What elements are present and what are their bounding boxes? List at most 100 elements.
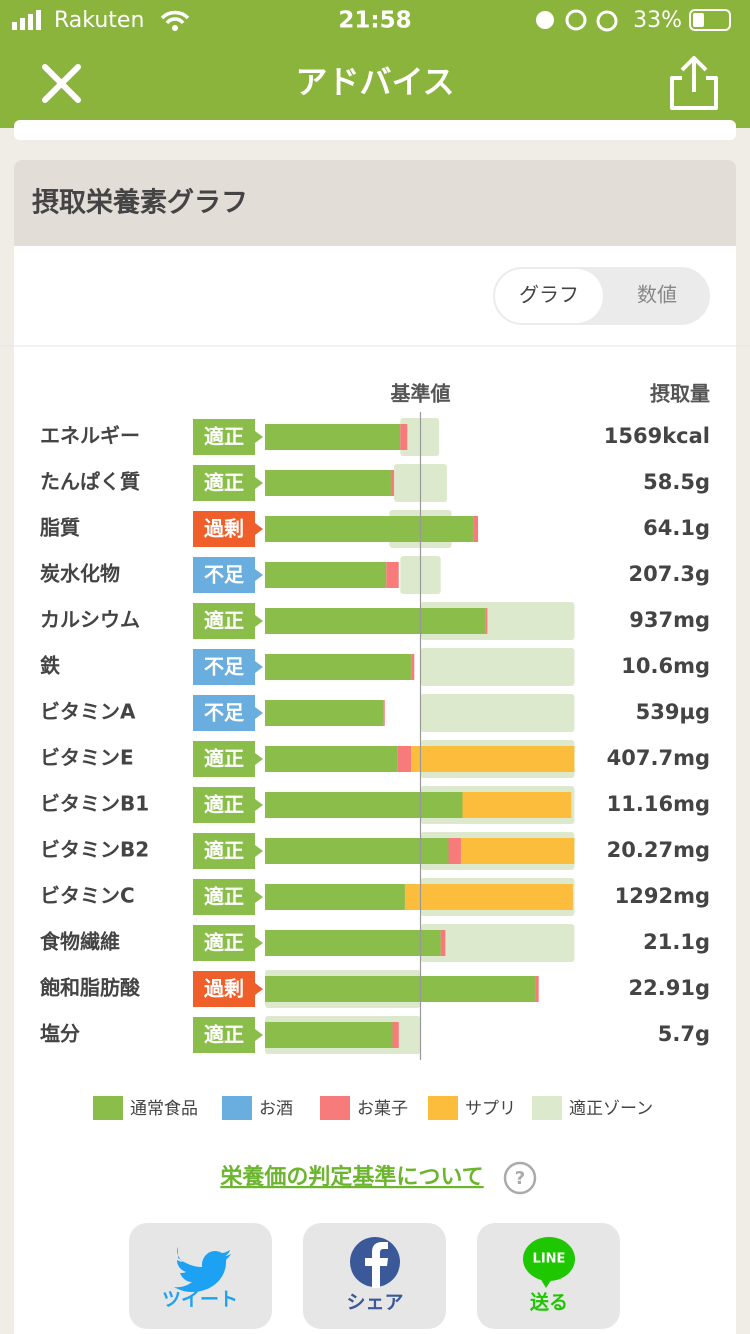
status-badge	[193, 741, 263, 777]
intake-segment	[265, 470, 391, 496]
intake-segment	[265, 562, 387, 588]
intake-segment	[473, 516, 479, 542]
time: 21:58	[338, 8, 411, 34]
intake-segment	[535, 976, 539, 1002]
intake-value: 1569kcal	[604, 424, 710, 448]
facebook-f	[365, 1242, 388, 1288]
tab-number[interactable]: 数値	[637, 283, 677, 307]
intake-value: 10.6mg	[621, 654, 710, 678]
legend-label: お菓子	[357, 1099, 408, 1119]
intake-segment	[265, 930, 441, 956]
appropriate-zone	[400, 418, 440, 456]
twitter-icon	[174, 1247, 231, 1292]
intake-value: 58.5g	[643, 470, 710, 494]
legend-swatch	[532, 1096, 562, 1120]
share-button[interactable]	[670, 56, 718, 110]
status-label: 適正	[204, 609, 244, 633]
status-badge	[193, 465, 263, 501]
status-badge	[193, 557, 263, 593]
legend-label: 通常食品	[130, 1099, 198, 1119]
status-badge	[193, 419, 263, 455]
close-button[interactable]	[42, 64, 81, 103]
status-label: 適正	[204, 425, 244, 449]
status-label: 不足	[204, 563, 245, 587]
status-badge	[193, 879, 263, 915]
intake-segment	[390, 470, 395, 496]
intake-segment	[397, 746, 412, 772]
legend-swatch	[320, 1096, 350, 1120]
battery-text: 33%	[633, 8, 682, 33]
status-label: 適正	[204, 839, 244, 863]
status-badge	[193, 1017, 263, 1053]
legend-label: 適正ゾーン	[569, 1099, 653, 1119]
status-badge	[193, 695, 263, 731]
intake-segment	[485, 608, 488, 634]
intake-value: 407.7mg	[607, 746, 710, 770]
nutrient-label: ビタミンE	[40, 746, 134, 770]
intake-segment	[265, 516, 474, 542]
tab-active[interactable]	[495, 269, 603, 323]
legend-swatch	[93, 1096, 123, 1120]
alarm-icon	[596, 10, 618, 32]
intake-value: 22.91g	[629, 976, 710, 1000]
line-icon-text: LINE	[533, 1252, 566, 1267]
status-label: 不足	[204, 655, 245, 679]
intake-value: 21.1g	[643, 930, 710, 954]
intake-segment	[265, 838, 449, 864]
legend-label: サプリ	[465, 1099, 516, 1119]
intake-segment	[265, 424, 401, 450]
intake-segment	[411, 654, 415, 680]
nutrient-label: ビタミンB2	[40, 838, 149, 862]
intake-segment	[265, 746, 398, 772]
intake-segment	[265, 1022, 393, 1048]
tweet-label: ツイート	[162, 1289, 238, 1311]
intake-segment	[265, 654, 412, 680]
appropriate-zone	[420, 648, 575, 686]
intake-value: 937mg	[629, 608, 710, 632]
nutrient-label: ビタミンC	[40, 884, 135, 908]
intake-segment	[460, 838, 575, 864]
carrier: Rakuten	[54, 8, 144, 33]
intake-value: 5.7g	[658, 1022, 710, 1046]
intake-segment	[265, 700, 384, 726]
legend-swatch	[428, 1096, 458, 1120]
intake-value: 11.16mg	[607, 792, 710, 816]
previous-card	[14, 120, 736, 140]
tab-graph[interactable]: グラフ	[519, 283, 579, 307]
intake-value: 539µg	[636, 700, 710, 724]
status-label: 適正	[204, 1023, 244, 1047]
intake-segment	[440, 930, 446, 956]
card-header	[14, 160, 736, 246]
section-title: 摂取栄養素グラフ	[32, 187, 248, 219]
status-label: 適正	[204, 793, 244, 817]
intake-segment	[383, 700, 385, 726]
line-label: 送る	[530, 1291, 568, 1314]
nutrient-label: 食物繊維	[40, 930, 120, 954]
status-label: 適正	[204, 471, 244, 495]
intake-segment	[462, 792, 572, 818]
lock-icon	[565, 9, 587, 31]
status-label: 適正	[204, 885, 244, 909]
legend: 通常食品 お酒 お菓子 サプリ 適正ゾーン	[93, 1096, 653, 1120]
intake-value: 64.1g	[643, 516, 710, 540]
intake-segment	[265, 792, 463, 818]
criteria-link[interactable]: 栄養価の判定基準について	[219, 1164, 483, 1190]
nutrient-label: エネルギー	[40, 424, 140, 448]
intake-segment	[400, 424, 408, 450]
intake-segment	[265, 608, 486, 634]
moon-icon	[536, 11, 554, 29]
line-icon-tail	[540, 1278, 552, 1288]
line-icon	[523, 1237, 575, 1281]
appropriate-zone	[420, 924, 575, 962]
nutrient-label: 脂質	[40, 516, 80, 540]
intake-value: 1292mg	[615, 884, 710, 908]
status-label: 過剰	[204, 517, 244, 541]
battery-icon	[689, 9, 731, 31]
help-icon[interactable]	[503, 1161, 537, 1195]
intake-value: 207.3g	[629, 562, 710, 586]
status-label: 不足	[204, 701, 245, 725]
nutrient-label: たんぱく質	[40, 470, 140, 494]
